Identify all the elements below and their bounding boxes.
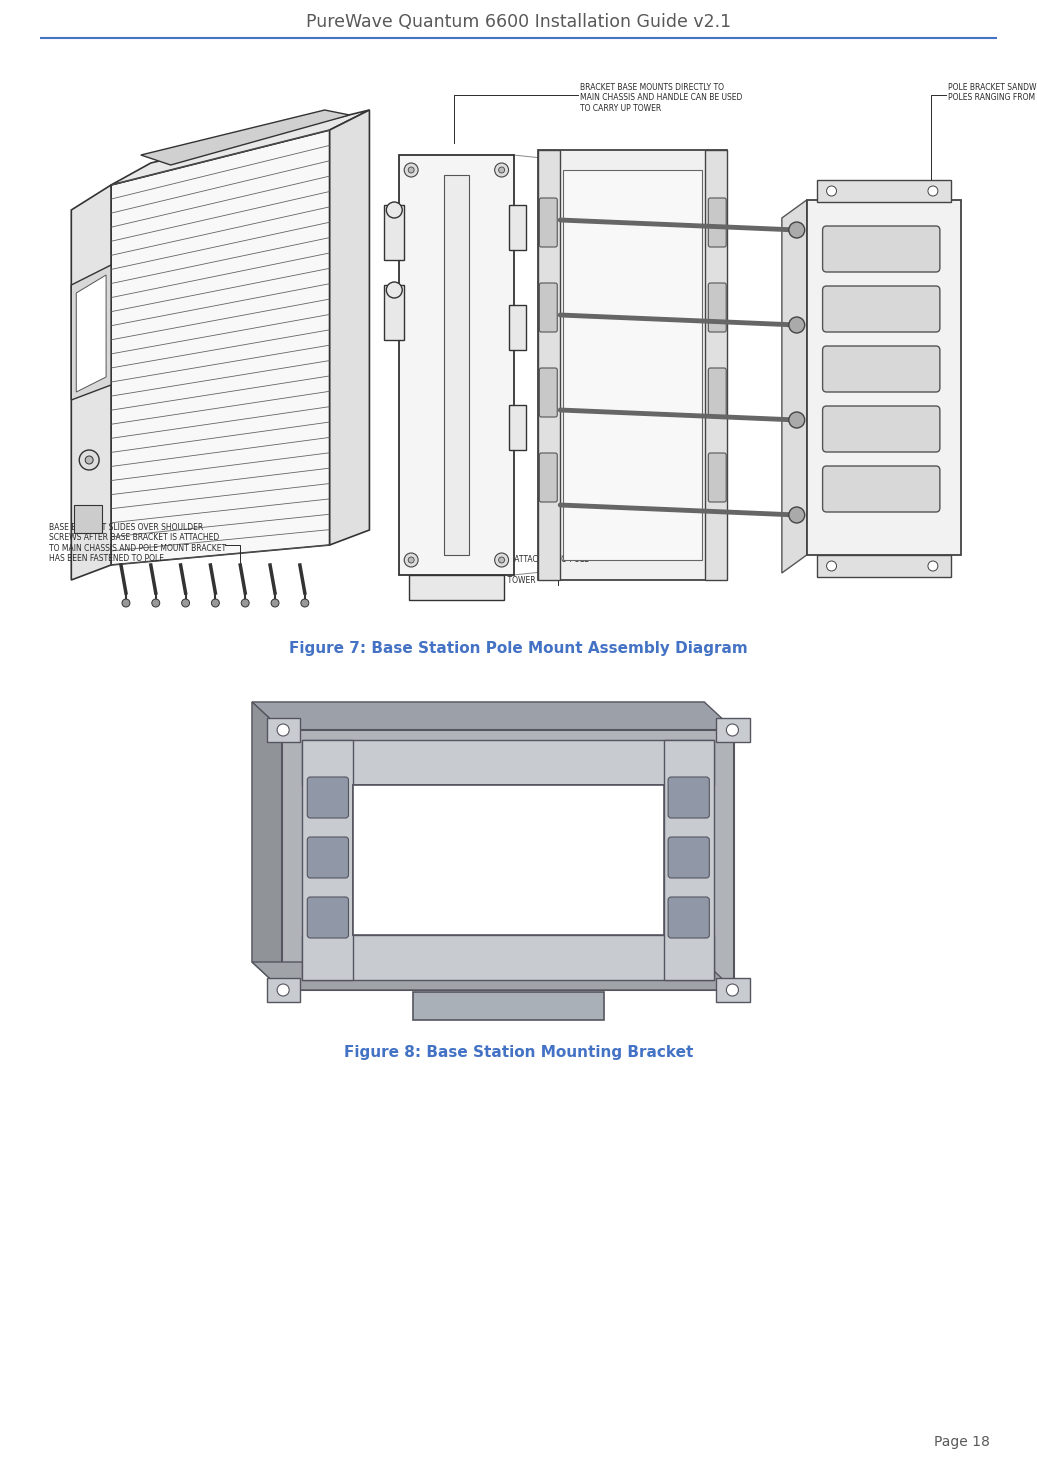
FancyBboxPatch shape [668, 777, 709, 818]
Circle shape [122, 599, 130, 608]
Circle shape [826, 186, 837, 196]
Bar [717, 717, 750, 742]
Polygon shape [330, 110, 369, 545]
Circle shape [212, 599, 220, 608]
Circle shape [242, 599, 249, 608]
FancyBboxPatch shape [708, 283, 726, 332]
Circle shape [404, 163, 418, 177]
FancyBboxPatch shape [822, 406, 940, 452]
Circle shape [928, 561, 937, 571]
Text: Figure 8: Base Station Mounting Bracket: Figure 8: Base Station Mounting Bracket [344, 1044, 693, 1060]
FancyBboxPatch shape [822, 285, 940, 332]
Circle shape [495, 553, 508, 567]
FancyBboxPatch shape [708, 452, 726, 502]
Polygon shape [77, 275, 106, 392]
Circle shape [301, 599, 309, 608]
Bar [353, 785, 664, 935]
Bar [302, 935, 714, 979]
Bar [353, 785, 664, 935]
FancyBboxPatch shape [822, 346, 940, 392]
Text: BASE BRACKET SLIDES OVER SHOULDER
SCREWS AFTER BASE BRACKET IS ATTACHED
TO MAIN : BASE BRACKET SLIDES OVER SHOULDER SCREWS… [50, 523, 226, 564]
Bar [508, 305, 527, 350]
Circle shape [789, 223, 805, 239]
Text: CARRIAGE BOLTS ARE ATTACHED TO POLE
MOUNT BRACKETS
PRIOR TO CLIMBING TOWER: CARRIAGE BOLTS ARE ATTACHED TO POLE MOUN… [429, 555, 589, 584]
Circle shape [79, 449, 100, 470]
Polygon shape [782, 201, 807, 572]
Polygon shape [252, 703, 734, 731]
Circle shape [928, 186, 937, 196]
Bar [717, 978, 750, 1001]
Bar [282, 731, 734, 990]
FancyBboxPatch shape [539, 198, 557, 247]
Circle shape [789, 318, 805, 332]
Polygon shape [252, 703, 704, 962]
Circle shape [85, 455, 93, 464]
Bar [268, 717, 301, 742]
Text: PureWave Quantum 6600 Installation Guide v2.1: PureWave Quantum 6600 Installation Guide… [306, 13, 731, 31]
Circle shape [151, 599, 160, 608]
Bar [268, 978, 301, 1001]
Bar [385, 205, 404, 261]
Bar [302, 739, 714, 785]
Bar [664, 739, 714, 979]
Polygon shape [72, 184, 111, 580]
FancyBboxPatch shape [307, 897, 348, 938]
Bar [75, 505, 102, 533]
Bar [508, 406, 527, 449]
FancyBboxPatch shape [539, 452, 557, 502]
Circle shape [277, 725, 289, 736]
Polygon shape [72, 265, 111, 400]
Bar [563, 170, 702, 561]
FancyBboxPatch shape [307, 837, 348, 878]
Text: BRACKET BASE MOUNTS DIRECTLY TO
MAIN CHASSIS AND HANDLE CAN BE USED
TO CARRY UP : BRACKET BASE MOUNTS DIRECTLY TO MAIN CHA… [580, 83, 742, 113]
Bar [385, 285, 404, 340]
FancyBboxPatch shape [307, 777, 348, 818]
FancyBboxPatch shape [668, 837, 709, 878]
Bar [399, 155, 513, 575]
FancyBboxPatch shape [822, 466, 940, 512]
Text: POLE BRACKET SANDWICHES
POLES RANGING FROM 2.5-6": POLE BRACKET SANDWICHES POLES RANGING FR… [948, 83, 1037, 102]
Bar [817, 180, 951, 202]
Circle shape [409, 556, 414, 564]
Bar [807, 201, 960, 555]
Circle shape [726, 984, 738, 996]
Circle shape [826, 561, 837, 571]
Circle shape [387, 202, 402, 218]
Text: Figure 7: Base Station Pole Mount Assembly Diagram: Figure 7: Base Station Pole Mount Assemb… [289, 641, 748, 656]
Circle shape [271, 599, 279, 608]
Bar [444, 176, 469, 555]
Bar [410, 575, 504, 600]
Circle shape [277, 984, 289, 996]
Polygon shape [252, 703, 282, 990]
Bar [538, 149, 727, 580]
Polygon shape [141, 110, 349, 165]
Bar [508, 205, 527, 250]
Circle shape [726, 725, 738, 736]
FancyBboxPatch shape [539, 283, 557, 332]
Circle shape [499, 167, 505, 173]
Bar [302, 739, 353, 979]
Polygon shape [111, 130, 330, 565]
FancyBboxPatch shape [668, 897, 709, 938]
Circle shape [789, 411, 805, 427]
Polygon shape [252, 962, 734, 990]
Polygon shape [111, 110, 369, 184]
Circle shape [495, 163, 508, 177]
Circle shape [499, 556, 505, 564]
FancyBboxPatch shape [822, 225, 940, 272]
Circle shape [387, 283, 402, 299]
Circle shape [181, 599, 190, 608]
Circle shape [404, 553, 418, 567]
FancyBboxPatch shape [708, 198, 726, 247]
Bar [413, 993, 604, 1020]
Circle shape [409, 167, 414, 173]
FancyBboxPatch shape [708, 367, 726, 417]
Bar [817, 555, 951, 577]
Circle shape [789, 507, 805, 523]
Bar [538, 149, 560, 580]
Bar [705, 149, 727, 580]
FancyBboxPatch shape [539, 367, 557, 417]
Text: Page 18: Page 18 [934, 1435, 990, 1449]
